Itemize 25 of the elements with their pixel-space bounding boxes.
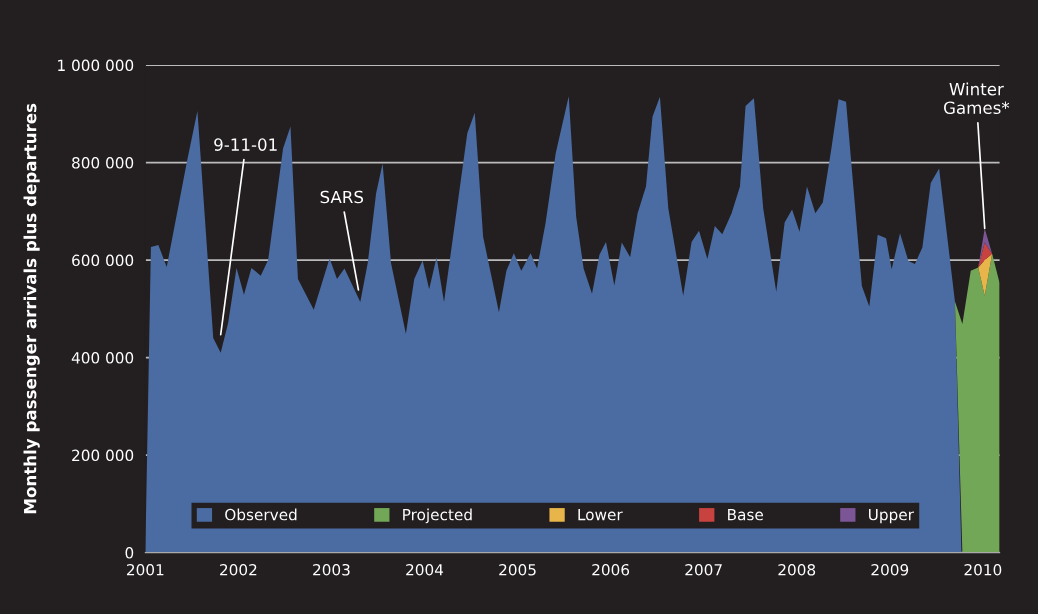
- legend-label: Base: [728, 509, 763, 521]
- y-axis-title: Monthly passenger arrivals plus departures: [23, 103, 40, 514]
- x-tick-label: 2006: [592, 563, 630, 576]
- y-tick-label: 400 000: [71, 352, 134, 364]
- series-label: Observed: [225, 508, 297, 521]
- x-tick-label: 2010: [964, 563, 1002, 576]
- x-tick-label: 2003: [313, 563, 350, 576]
- annotation: 9-11-01: [214, 138, 277, 151]
- x-tick-label: 2004: [406, 563, 444, 576]
- x-tick-label: 2008: [778, 563, 816, 576]
- legend-label: Upper: [869, 509, 914, 524]
- y-tick-label: 0: [125, 547, 134, 559]
- annotation: SARS: [320, 190, 364, 204]
- x-tick-label: 2002: [220, 563, 257, 576]
- legend-label: Lower: [578, 509, 623, 521]
- legend-label: Projected: [403, 508, 472, 524]
- y-tick-label: 200 000: [72, 449, 134, 462]
- x-tick-label: 2005: [499, 563, 536, 576]
- y-tick-label: 1 000 000: [58, 59, 134, 72]
- x-tick-label: 2009: [871, 563, 909, 576]
- x-tick-label: 2001: [127, 563, 164, 576]
- x-tick-label: 2007: [685, 563, 722, 576]
- y-tick-label: 600 000: [72, 254, 134, 267]
- y-tick-label: 800 000: [72, 157, 134, 169]
- annotation: Winter Games*: [943, 82, 1010, 115]
